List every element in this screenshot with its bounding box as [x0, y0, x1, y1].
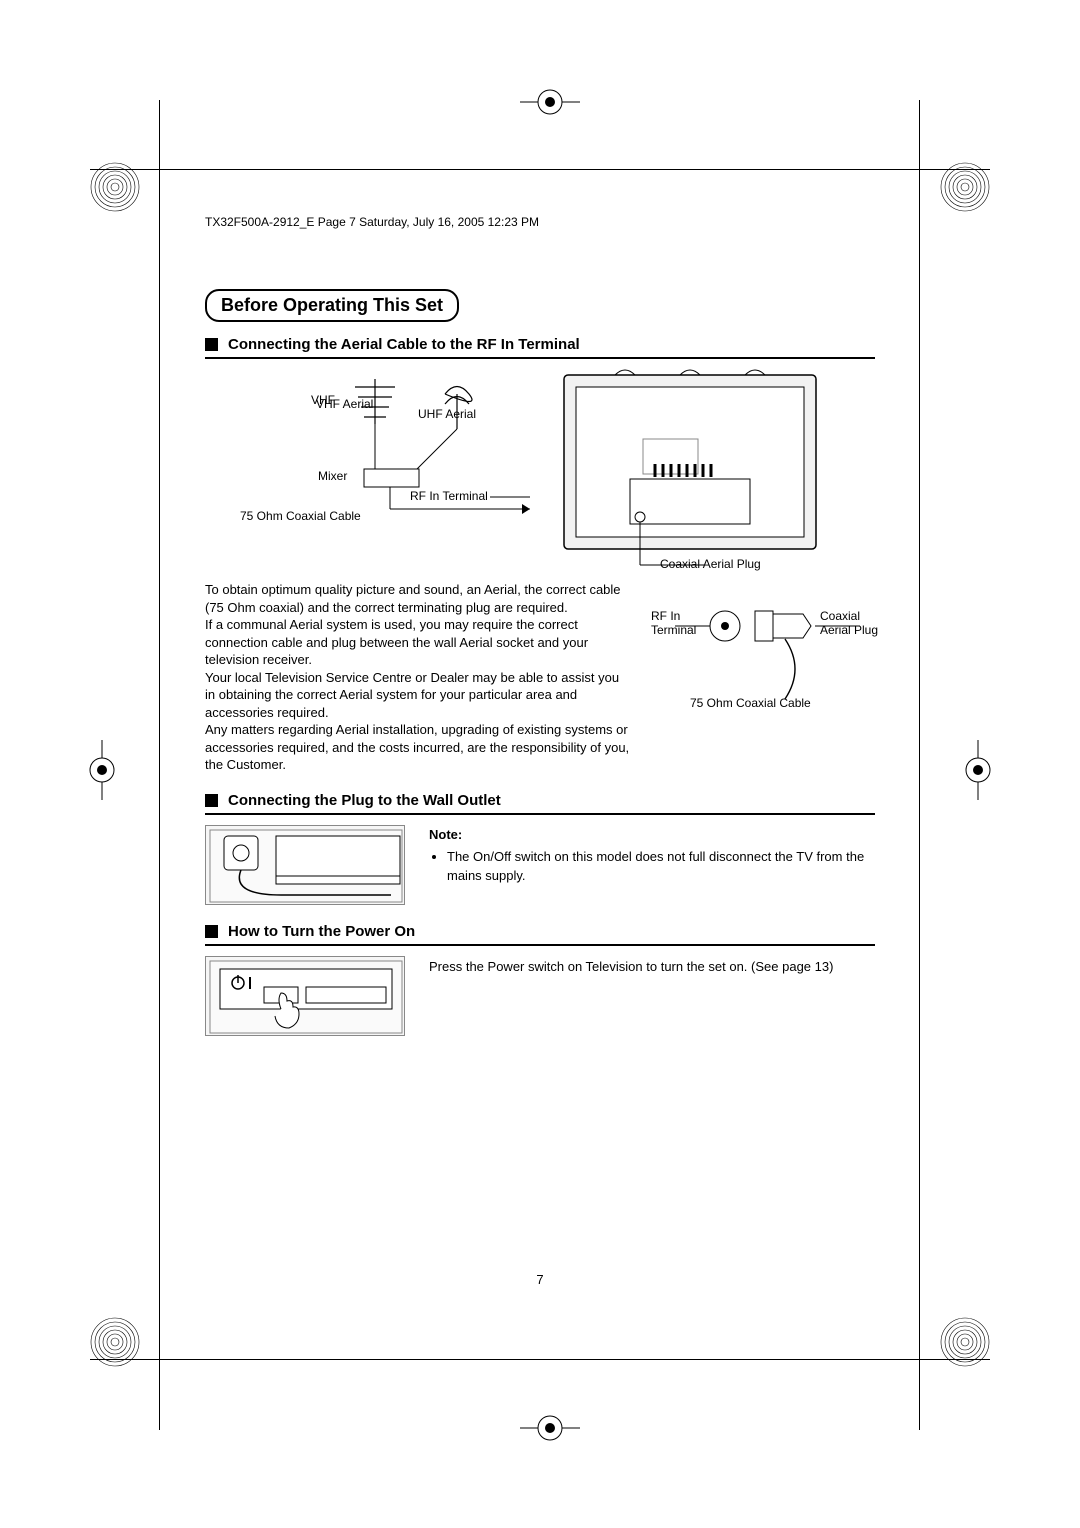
aerial-p2: If a communal Aerial system is used, you… [205, 616, 631, 669]
square-bullet-icon [205, 925, 218, 938]
subsection-head-aerial: Connecting the Aerial Cable to the RF In… [205, 336, 875, 359]
aerial-body-text: To obtain optimum quality picture and so… [205, 581, 631, 774]
diagram-aerial-wiring: VHF VHF Aerial UHF Aerial Mixer 75 Ohm [260, 369, 540, 569]
label-coax-plug-short: Coaxial Aerial Plug [820, 609, 880, 637]
registration-mark-bl [88, 1315, 142, 1369]
power-text: Press the Power switch on Television to … [429, 958, 833, 976]
aerial-p3: Your local Television Service Centre or … [205, 669, 631, 722]
side-bead-left [84, 740, 120, 800]
crop-rule-left [159, 100, 160, 1430]
label-vhf-aerial: VHF Aerial [316, 397, 373, 411]
note-title: Note: [429, 825, 875, 845]
aerial-p4: Any matters regarding Aerial installatio… [205, 721, 631, 774]
subsection-head-plug: Connecting the Plug to the Wall Outlet [205, 792, 875, 815]
side-bead-bottom [520, 1410, 580, 1446]
label-coax: 75 Ohm Coaxial Cable [240, 509, 361, 523]
aerial-p1: To obtain optimum quality picture and so… [205, 581, 631, 616]
label-coax-short: 75 Ohm Coaxial Cable [690, 696, 811, 710]
page-content: TX32F500A-2912_E Page 7 Saturday, July 1… [205, 215, 875, 1036]
diagram-plug-detail: RF In Terminal Coaxial Aerial Plug 75 Oh… [655, 581, 875, 721]
crop-rule-right [919, 100, 920, 1430]
registration-mark-tr [938, 160, 992, 214]
section-title: Before Operating This Set [205, 289, 459, 322]
page-number: 7 [0, 1272, 1080, 1287]
plug-note: Note: The On/Off switch on this model do… [429, 825, 875, 886]
print-header: TX32F500A-2912_E Page 7 Saturday, July 1… [205, 215, 875, 229]
label-rf-in: RF In Terminal [410, 489, 488, 503]
subsection-power: How to Turn the Power On [205, 923, 875, 1036]
label-uhf-aerial: UHF Aerial [418, 407, 476, 421]
label-mixer: Mixer [318, 469, 347, 483]
square-bullet-icon [205, 794, 218, 807]
diagram-wall-outlet [205, 825, 405, 905]
subsection-title-aerial: Connecting the Aerial Cable to the RF In… [228, 336, 580, 353]
subsection-aerial: Connecting the Aerial Cable to the RF In… [205, 336, 875, 774]
subsection-title-power: How to Turn the Power On [228, 923, 415, 940]
crop-rule-top [90, 169, 990, 170]
subsection-title-plug: Connecting the Plug to the Wall Outlet [228, 792, 501, 809]
crop-rule-bottom [90, 1359, 990, 1360]
square-bullet-icon [205, 338, 218, 351]
side-bead-top [520, 84, 580, 120]
diagram-power-on [205, 956, 405, 1036]
diagram-tv-back: Coaxial Aerial Plug [560, 369, 820, 569]
note-item: The On/Off switch on this model does not… [447, 847, 875, 886]
label-coax-plug: Coaxial Aerial Plug [660, 557, 761, 571]
side-bead-right [960, 740, 996, 800]
subsection-head-power: How to Turn the Power On [205, 923, 875, 946]
label-rf-in-short: RF In Terminal [651, 609, 706, 637]
registration-mark-tl [88, 160, 142, 214]
subsection-plug: Connecting the Plug to the Wall Outlet N… [205, 792, 875, 905]
registration-mark-br [938, 1315, 992, 1369]
